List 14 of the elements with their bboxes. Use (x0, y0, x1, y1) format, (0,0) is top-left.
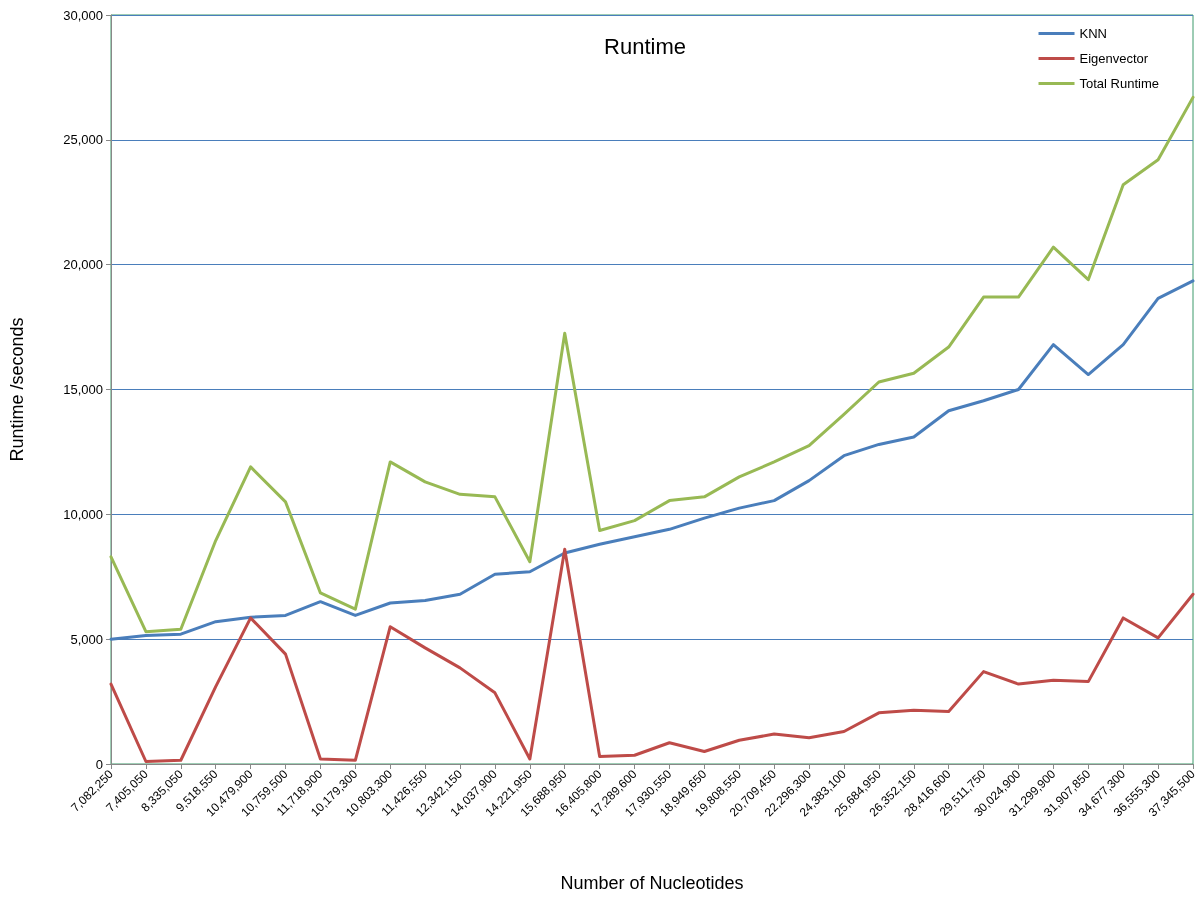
text: Runtime (604, 33, 686, 59)
y-tick-label: 5,000 (70, 631, 103, 647)
x-axis-title: Number of Nucleotides (560, 873, 744, 893)
y-tick-label: 30,000 (63, 7, 103, 23)
legend-label: Total Runtime (1079, 76, 1160, 91)
legend-label: KNN (1079, 26, 1107, 41)
y-tick-label: 10,000 (63, 506, 103, 522)
y-tick-label: 25,000 (63, 132, 103, 148)
line-series (109, 95, 1195, 634)
y-tick-label: 20,000 (63, 257, 103, 273)
y-axis-title: Runtime /seconds (7, 317, 27, 462)
y-tick-label: 0 (95, 756, 103, 772)
legend-label: Eigenvector (1079, 51, 1149, 66)
y-tick-label: 15,000 (63, 382, 103, 397)
